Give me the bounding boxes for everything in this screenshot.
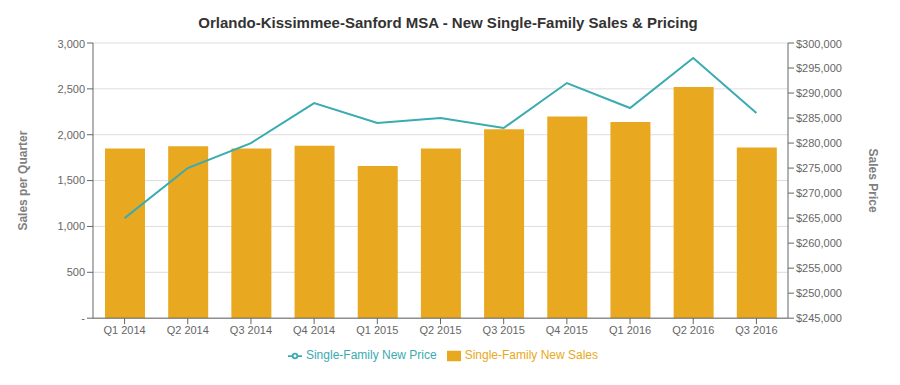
svg-text:$285,000: $285,000	[796, 112, 842, 124]
svg-text:Sales Price: Sales Price	[866, 149, 880, 213]
svg-text:$265,000: $265,000	[796, 212, 842, 224]
svg-text:Q1 2014: Q1 2014	[103, 324, 145, 336]
svg-text:Q3 2014: Q3 2014	[230, 324, 272, 336]
html-text:Single-Family New Sales: Single-Family New Sales	[464, 348, 598, 363]
svg-text:Q4 2014: Q4 2014	[293, 324, 335, 336]
html-text:Orlando-Kissimmee-Sanford MSA: Orlando-Kissimmee-Sanford MSA - New Sing…	[198, 14, 698, 31]
svg-text:3,000: 3,000	[57, 38, 85, 50]
svg-text:1,000: 1,000	[57, 220, 85, 232]
svg-text:-: -	[81, 312, 85, 324]
svg-text:Q3 2016: Q3 2016	[735, 324, 777, 336]
svg-text:Sales per Quarter: Sales per Quarter	[16, 130, 30, 230]
svg-text:Q2 2016: Q2 2016	[672, 324, 714, 336]
svg-text:500: 500	[67, 266, 85, 278]
svg-text:$290,000: $290,000	[796, 87, 842, 99]
svg-text:$260,000: $260,000	[796, 237, 842, 249]
svg-text:Q4 2015: Q4 2015	[546, 324, 588, 336]
svg-text:Q3 2015: Q3 2015	[483, 324, 525, 336]
html-text:Single-Family New Price: Single-Family New Price	[306, 348, 437, 363]
svg-text:Q1 2015: Q1 2015	[356, 324, 398, 336]
svg-text:$250,000: $250,000	[796, 287, 842, 299]
svg-text:2,000: 2,000	[57, 129, 85, 141]
svg-text:$275,000: $275,000	[796, 162, 842, 174]
svg-text:$255,000: $255,000	[796, 262, 842, 274]
svg-text:$295,000: $295,000	[796, 62, 842, 74]
svg-text:$245,000: $245,000	[796, 312, 842, 324]
svg-text:$280,000: $280,000	[796, 137, 842, 149]
svg-text:Q1 2016: Q1 2016	[609, 324, 651, 336]
svg-text:$300,000: $300,000	[796, 38, 842, 50]
svg-text:Q2 2014: Q2 2014	[167, 324, 209, 336]
svg-text:$270,000: $270,000	[796, 187, 842, 199]
svg-text:2,500: 2,500	[57, 83, 85, 95]
svg-text:Q2 2015: Q2 2015	[419, 324, 461, 336]
svg-text:1,500: 1,500	[57, 174, 85, 186]
